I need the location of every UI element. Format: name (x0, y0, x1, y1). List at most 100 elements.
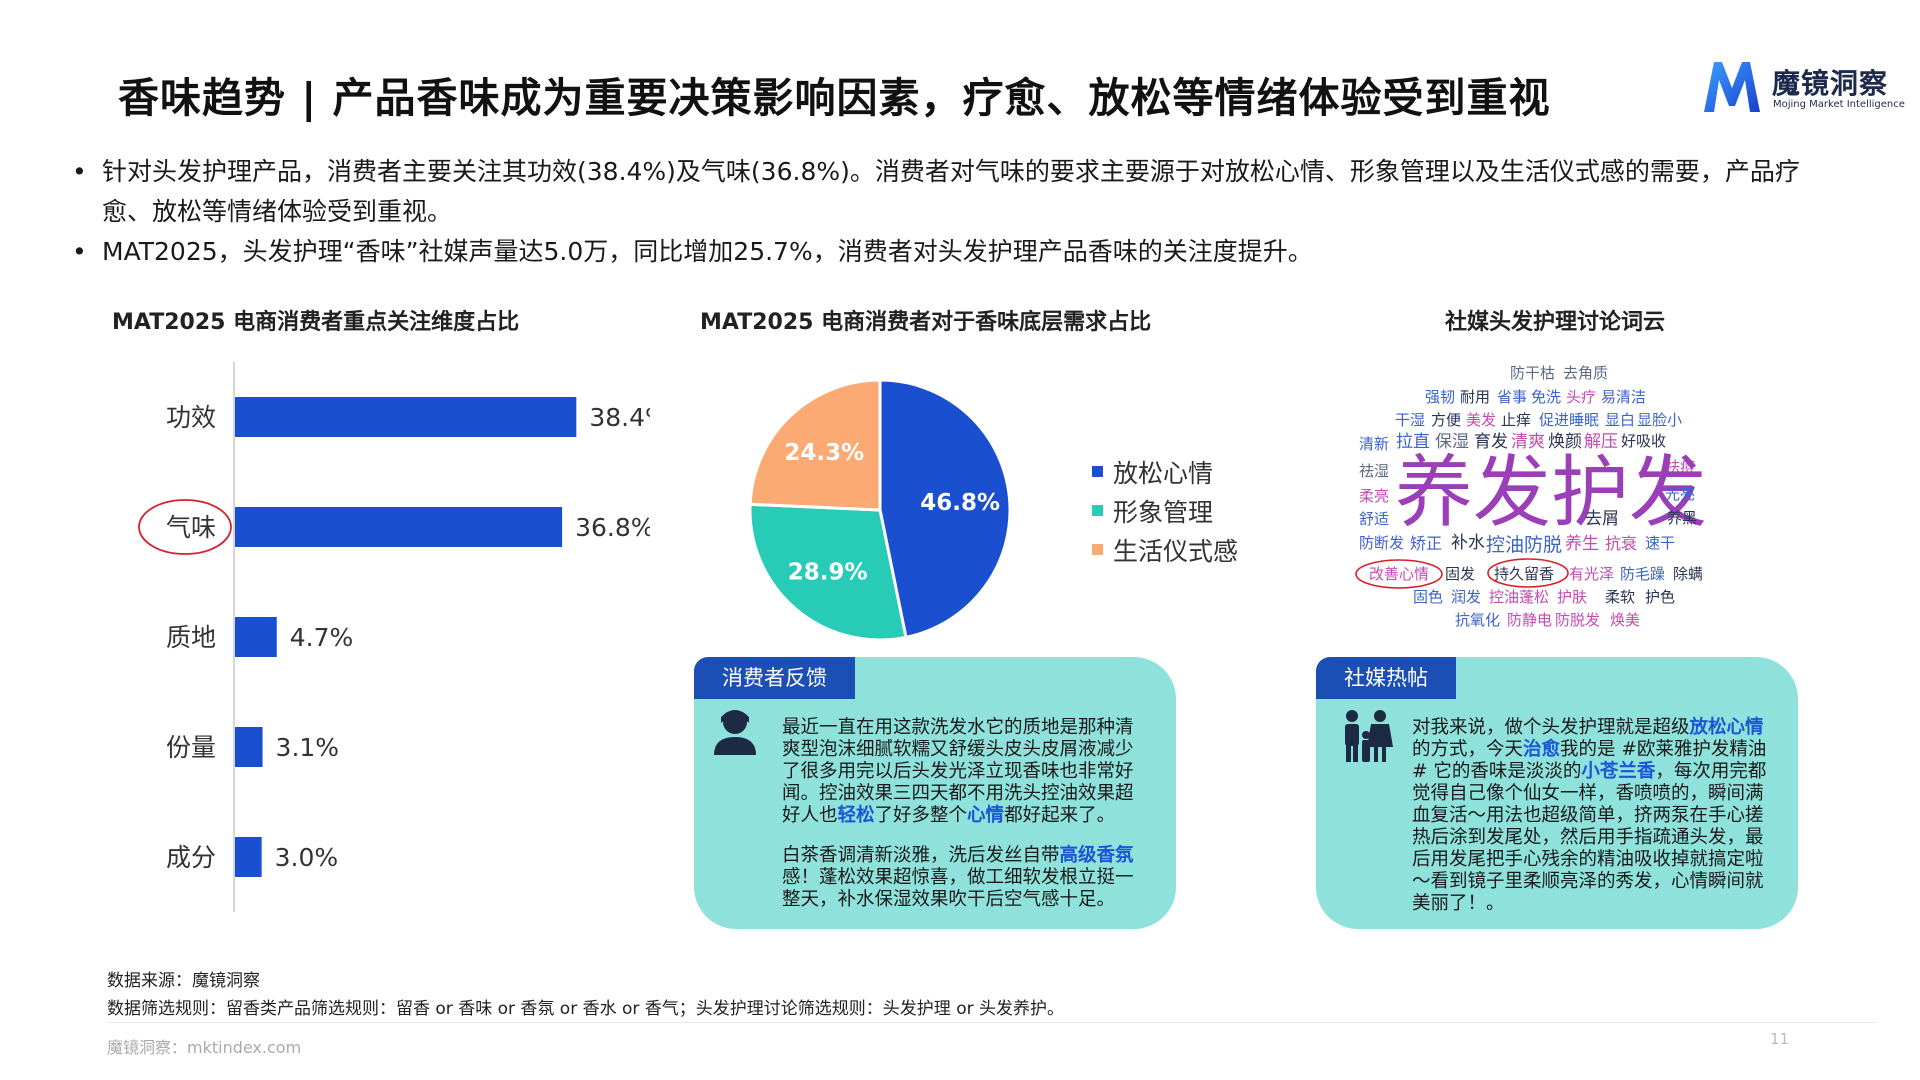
card-body: 最近一直在用这款洗发水它的质地是那种清爽型泡沫细腻软糯又舒缓头皮头皮屑液减少了很… (782, 717, 1134, 929)
logo-subtitle: Mojing Market Intelligence (1773, 99, 1905, 110)
word-cloud-term: 补水 (1451, 533, 1485, 553)
word-cloud-term: 抗氧化 (1455, 611, 1501, 629)
card-tag: 消费者反馈 (694, 657, 855, 699)
footer-divider (107, 1022, 1877, 1023)
word-cloud-term: 焕美 (1610, 611, 1641, 629)
legend-swatch (1092, 544, 1103, 555)
word-cloud-term: 防毛躁 (1620, 565, 1666, 583)
consumer-feedback-card: 消费者反馈 最近一直在用这款洗发水它的质地是那种清爽型泡沫细腻软糯又舒缓头皮头皮… (694, 657, 1176, 929)
bar (235, 397, 577, 437)
filter-rule-note: 数据筛选规则：留香类产品筛选规则：留香 or 香味 or 香氛 or 香水 or… (107, 999, 1064, 1019)
word-cloud-term: 育发 (1474, 432, 1508, 452)
word-cloud-term: 清新 (1359, 435, 1390, 453)
word-cloud-term: 养生 (1565, 534, 1599, 554)
highlight-circle (1487, 558, 1569, 588)
word-cloud-term: 有光泽 (1569, 565, 1615, 583)
bar-chart-title: MAT2025 电商消费者重点关注维度占比 (112, 310, 520, 335)
word-cloud-term: 干湿 (1395, 411, 1426, 429)
wordcloud-circles (1355, 558, 1569, 589)
word-cloud-term: 免洗 (1531, 388, 1562, 406)
card-text-segment: 最近一直在用这款洗发水它的质地是那种清爽型泡沫细腻软糯又舒缓头皮头皮屑液减少了很… (782, 717, 1134, 826)
word-cloud-term: 焕颜 (1548, 432, 1582, 452)
card-paragraph: 白茶香调清新淡雅，洗后发丝自带高级香氛感！蓬松效果超惊喜，做工细软发根立挺一整天… (782, 845, 1134, 911)
pie-chart: 46.8% 28.9% 24.3% (748, 378, 1012, 642)
word-cloud-term: 除螨 (1673, 565, 1704, 583)
pie-legend: 放松心情 形象管理 生活仪式感 (1092, 452, 1238, 569)
user-icon (714, 710, 756, 755)
word-cloud-term: 方便 (1431, 411, 1462, 429)
card-text-segment: 的方式，今天 (1412, 739, 1524, 760)
slice-label: 46.8% (920, 490, 1000, 516)
highlighted-keyword: 轻松 (837, 805, 875, 826)
summary-bullets: 针对头发护理产品，消费者主要关注其功效(38.4%)及气味(36.8%)。消费者… (72, 152, 1822, 272)
word-cloud-term: 头疗 (1566, 388, 1597, 406)
social-hot-post-card: 社媒热帖 对我来说，做个头发护理就是超级放松心情的方式，今天治愈我的是 #欧莱雅… (1316, 657, 1798, 929)
word-cloud-term: 好吸收 (1621, 432, 1667, 450)
word-cloud-term: 防脱发 (1555, 611, 1601, 629)
word-cloud-term: 美发 (1466, 411, 1497, 429)
word-cloud-term: 固发 (1445, 565, 1476, 583)
word-cloud-term: 显脸小 (1637, 411, 1683, 429)
word-cloud-term: 祛湿 (1359, 462, 1390, 480)
logo-name: 魔镜洞察 (1772, 67, 1889, 100)
word-cloud-term: 光亮 (1665, 485, 1696, 503)
value-label: 4.7% (290, 623, 354, 652)
word-cloud-term: 强韧 (1425, 388, 1456, 406)
value-label: 3.0% (275, 843, 339, 872)
pie-chart-title: MAT2025 电商消费者对于香味底层需求占比 (700, 310, 1152, 335)
slice-label: 24.3% (784, 440, 864, 466)
word-cloud-term: 耐用 (1460, 388, 1491, 406)
word-cloud-term: 护肤 (1557, 588, 1588, 606)
pie-slice (878, 378, 1012, 640)
card-text-segment: 感！蓬松效果超惊喜，做工细软发根立挺一整天，补水保湿效果吹干后空气感十足。 (782, 867, 1134, 910)
value-label: 36.8% (575, 513, 650, 542)
word-cloud-term: 润发 (1451, 588, 1482, 606)
bullet-item: MAT2025，头发护理“香味”社媒声量达5.0万，同比增加25.7%，消费者对… (72, 232, 1822, 272)
bar (235, 727, 263, 767)
footer-url: 魔镜洞察：mktindex.com (107, 1038, 302, 1057)
bar (235, 617, 277, 657)
slice-label: 28.9% (788, 559, 868, 585)
family-icon (1345, 710, 1393, 762)
word-cloud-term: 舒适 (1359, 510, 1390, 528)
bar-chart: 功效 38.4% 气味 36.8% 质地 4.7% 份量 3.1% 成分 3.0% (138, 362, 650, 912)
highlighted-keyword: 治愈 (1523, 739, 1561, 760)
legend-swatch (1092, 505, 1103, 516)
word-cloud-term: 矫正 (1410, 534, 1443, 553)
highlight-circle (1355, 559, 1443, 589)
word-cloud-term: 去角质 (1563, 364, 1609, 382)
word-cloud-term: 护色 (1645, 588, 1676, 606)
category-label: 份量 (166, 733, 216, 762)
word-cloud-term: 控油 (1486, 534, 1525, 556)
highlighted-keyword: 放松心情 (1689, 717, 1764, 738)
highlighted-keyword: 高级香氛 (1059, 845, 1134, 866)
data-source-note: 数据来源：魔镜洞察 (107, 971, 260, 991)
page-title: 香味趋势 | 产品香味成为重要决策影响因素，疗愈、放松等情绪体验受到重视 (118, 74, 1551, 122)
word-cloud-term: 去屑 (1585, 509, 1619, 529)
word-cloud-term: 固色 (1413, 588, 1444, 606)
word-cloud-term: 保湿 (1435, 432, 1469, 452)
word-cloud-term: 防脱 (1524, 534, 1563, 556)
category-label: 质地 (166, 623, 216, 652)
word-cloud-term: 祛痘 (1665, 458, 1696, 476)
page-number: 11 (1770, 1030, 1790, 1048)
card-text-segment: 了好多整个 (874, 805, 968, 826)
highlighted-keyword: 心情 (967, 805, 1005, 826)
legend-label: 形象管理 (1113, 497, 1214, 527)
word-cloud-term: 柔软 (1605, 588, 1636, 606)
word-cloud-term: 防静电 (1507, 611, 1553, 629)
word-cloud-term: 防干枯 (1510, 364, 1556, 382)
logo-m-icon (1704, 62, 1760, 112)
card-body: 对我来说，做个头发护理就是超级放松心情的方式，今天治愈我的是 #欧莱雅护发精油 … (1412, 717, 1768, 933)
category-label: 气味 (166, 513, 216, 542)
word-cloud-term: 省事 (1497, 388, 1528, 406)
pie-slice (748, 378, 882, 512)
category-label: 功效 (166, 403, 216, 432)
category-label: 成分 (166, 843, 216, 872)
card-text-segment: ，每次用完都觉得自己像个仙女一样，香喷喷的，瞬间满血复活～用法也超级简单，挤两泵… (1412, 761, 1767, 914)
wordcloud-title: 社媒头发护理讨论词云 (1445, 310, 1666, 335)
card-text-segment: 对我来说，做个头发护理就是超级 (1412, 717, 1690, 738)
word-cloud-term: 止痒 (1501, 411, 1532, 429)
word-cloud-term: 速干 (1645, 534, 1676, 552)
card-paragraph: 最近一直在用这款洗发水它的质地是那种清爽型泡沫细腻软糯又舒缓头皮头皮屑液减少了很… (782, 717, 1134, 827)
